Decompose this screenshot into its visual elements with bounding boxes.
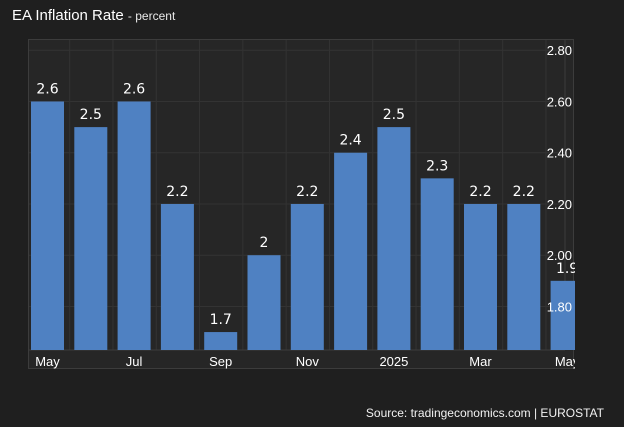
bar: [117, 101, 151, 350]
source-note: Source: tradingeconomics.com | EUROSTAT: [365, 406, 604, 420]
bar: [334, 152, 368, 350]
bar-chart: 2.6 2.5 2.6 2.2 1.7 2 2.2 2.4 2.5 2.3 2.2 2.2 1.9 May…: [29, 40, 575, 369]
plot-area: 2.6 2.5 2.6 2.2 1.7 2 2.2 2.4 2.5 2.3 2.2 2.2 1.9 May…: [28, 39, 575, 369]
bar: [507, 203, 541, 350]
bar: [204, 332, 238, 350]
x-tick-label: Nov: [296, 354, 320, 369]
chart-title-bar: EA Inflation Rate - percent: [12, 7, 175, 24]
y-tick-label: 2.80: [547, 43, 572, 58]
data-label: 2.6: [36, 81, 58, 97]
bar: [464, 203, 497, 350]
y-tick-label: 2.20: [547, 197, 572, 212]
y-tick-label: 1.80: [547, 299, 572, 314]
data-label: 1.9: [556, 261, 575, 277]
x-tick-label: Jul: [126, 354, 143, 369]
y-tick-label: 2.40: [547, 146, 572, 161]
bar: [550, 280, 575, 350]
bar: [420, 178, 454, 350]
bar: [377, 127, 411, 350]
data-label: 2.2: [513, 184, 535, 200]
bar: [290, 203, 324, 350]
y-tick-label: 2.60: [547, 94, 572, 109]
x-tick-label: Mar: [469, 354, 492, 369]
data-label: 2.4: [339, 133, 361, 149]
data-label: 2.2: [469, 184, 491, 200]
bar: [247, 255, 281, 350]
data-label: 2.3: [426, 158, 448, 174]
bar: [74, 127, 108, 350]
bar: [160, 203, 194, 350]
x-tick-label: May: [555, 354, 575, 369]
x-tick-label: 2025: [379, 354, 408, 369]
bar: [31, 101, 64, 350]
x-tick-label: May: [35, 354, 60, 369]
data-label: 2.5: [80, 107, 102, 123]
data-label: 2.5: [383, 107, 405, 123]
y-tick-label: 2.00: [547, 248, 572, 263]
data-label: 2.6: [123, 81, 145, 97]
chart-subtitle: - percent: [127, 9, 176, 23]
data-label: 2.2: [166, 184, 188, 200]
data-label: 1.7: [210, 312, 232, 328]
data-label: 2.2: [296, 184, 318, 200]
chart-title: EA Inflation Rate: [12, 7, 124, 24]
x-tick-label: Sep: [209, 354, 232, 369]
data-label: 2: [260, 235, 269, 251]
